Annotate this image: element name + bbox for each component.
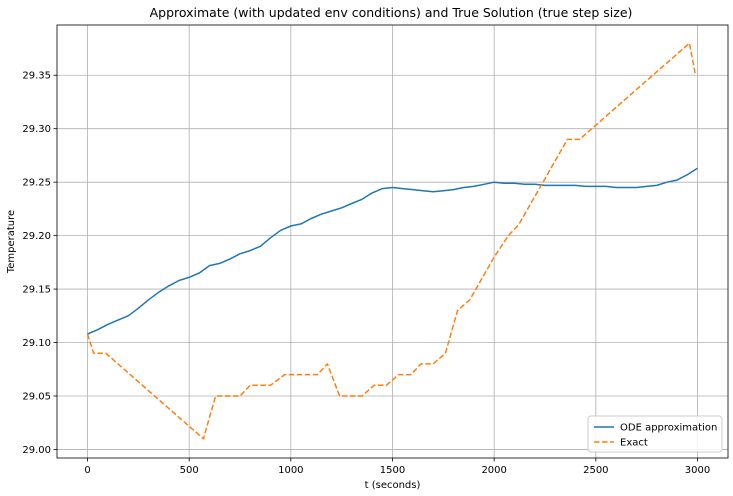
series-layer [86, 42, 698, 440]
grid-lines [57, 25, 728, 458]
y-tick-label: 29.30 [22, 124, 51, 135]
legend: ODE approximation Exact [587, 415, 723, 453]
axis-ticks: 0 500 1000 1500 2000 2500 3000 29.00 29.05 29.10 2… [22, 71, 710, 476]
series-line-ode-approximation [87, 167, 698, 335]
x-tick-label: 1500 [380, 465, 405, 476]
x-tick-label: 1000 [278, 465, 303, 476]
y-tick-label: 29.10 [22, 338, 51, 349]
x-axis-label: t (seconds) [365, 480, 421, 491]
legend-label-exact: Exact [620, 438, 648, 449]
x-tick-label: 500 [180, 465, 199, 476]
y-tick-label: 29.20 [22, 231, 51, 242]
plot-frame [56, 24, 729, 459]
y-tick-label: 29.05 [22, 391, 51, 402]
y-tick-label: 29.25 [22, 178, 51, 189]
series-line-exact [86, 42, 697, 440]
y-tick-label: 29.15 [22, 285, 51, 296]
x-tick-label: 2000 [481, 465, 506, 476]
chart-title: Approximate (with updated env conditions… [150, 5, 633, 20]
x-tick-label: 3000 [685, 465, 710, 476]
y-tick-label: 29.00 [22, 445, 51, 456]
legend-label-ode-approximation: ODE approximation [620, 423, 717, 434]
x-tick-label: 2500 [583, 465, 608, 476]
x-tick-label: 0 [84, 465, 90, 476]
y-tick-label: 29.35 [22, 71, 51, 82]
legend-frame [587, 415, 723, 453]
y-axis-label: Temperature [6, 210, 17, 274]
